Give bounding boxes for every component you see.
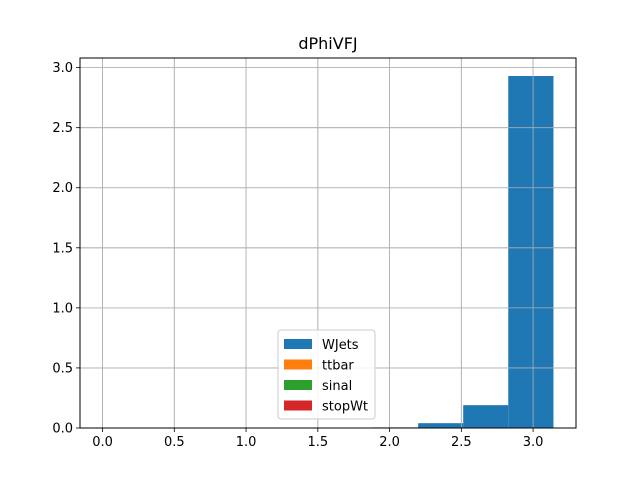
y-axis: 0.0 0.5 1.0 1.5 2.0 2.5 3.0: [52, 61, 80, 437]
legend-swatch-ttbar: [284, 359, 312, 370]
x-tick-label: 0.0: [92, 435, 113, 450]
legend-swatch-sinal: [284, 380, 312, 390]
legend-label-wjets: WJets: [322, 338, 359, 353]
plot-frame: [79, 57, 577, 429]
y-tick-label: 3.0: [52, 61, 73, 76]
legend-box: [277, 329, 376, 420]
x-tick-label: 0.5: [164, 435, 185, 450]
x-tick-label: 1.0: [236, 435, 257, 450]
x-tick-label: 2.5: [451, 435, 472, 450]
x-tick-label: 1.5: [307, 435, 328, 450]
y-tick-label: 1.5: [52, 241, 73, 256]
y-tick-label: 0.0: [52, 422, 73, 437]
legend-swatch-stopwt: [284, 400, 312, 411]
bars-group: [80, 58, 576, 429]
y-tick-label: 2.0: [52, 181, 73, 196]
y-tick-label: 2.5: [52, 121, 73, 136]
legend: WJets ttbar sinal stopWt: [277, 329, 376, 420]
y-tick-label: 0.5: [52, 361, 73, 376]
bar-wjets: [463, 405, 509, 428]
x-tick-label: 2.0: [379, 435, 400, 450]
x-tick-label: 3.0: [523, 435, 544, 450]
bar-wjets: [508, 76, 554, 429]
x-axis: 0.0 0.5 1.0 1.5 2.0 2.5 3.0: [92, 428, 543, 450]
grid-lines-over: [80, 58, 576, 429]
y-tick-label: 1.0: [52, 301, 73, 316]
legend-label-stopwt: stopWt: [322, 400, 368, 415]
bar-wjets: [418, 423, 464, 428]
chart-title: dPhiVFJ: [298, 34, 357, 53]
legend-swatch-wjets: [284, 339, 312, 349]
legend-label-ttbar: ttbar: [322, 359, 354, 374]
legend-label-sinal: sinal: [322, 379, 352, 394]
